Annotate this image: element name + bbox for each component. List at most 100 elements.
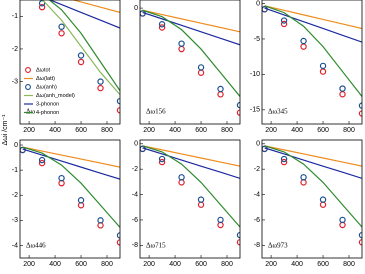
- x-tick-label: 200: [143, 127, 155, 134]
- data-point: [217, 85, 224, 93]
- data-point: [339, 221, 346, 229]
- y-tick-label: -15: [250, 107, 260, 114]
- y-tick-label: -1: [12, 13, 18, 20]
- data-point: [217, 221, 224, 229]
- x-tick-label: 800: [221, 261, 233, 268]
- data-point: [116, 239, 120, 246]
- data-line: [22, 146, 120, 228]
- data-point: [319, 201, 327, 208]
- x-tick-label: 600: [195, 127, 207, 134]
- data-point: [97, 84, 104, 92]
- data-point: [58, 179, 65, 187]
- panel-annotation: Δω973: [268, 242, 288, 250]
- data-point: [116, 107, 120, 114]
- x-tick-label: 800: [343, 127, 355, 134]
- data-point: [158, 21, 166, 28]
- y-tick-label: -2: [132, 166, 138, 173]
- data-line: [48, 0, 120, 92]
- plot-frame: [19, 0, 121, 125]
- x-tick-label: 400: [291, 127, 303, 134]
- data-point: [319, 68, 327, 75]
- data-point: [38, 0, 46, 7]
- data-point: [280, 155, 288, 163]
- data-point: [58, 30, 65, 37]
- data-point: [116, 232, 120, 239]
- y-tick-label: 0: [256, 0, 260, 7]
- data-line: [22, 146, 120, 168]
- y-tick-label: -2: [12, 192, 18, 199]
- data-line: [22, 148, 120, 180]
- data-line: [264, 145, 362, 228]
- data-point: [178, 174, 185, 181]
- y-tick-label: 0: [134, 141, 138, 148]
- data-point: [158, 24, 166, 31]
- legend-marker: [25, 84, 31, 90]
- data-point: [217, 216, 224, 224]
- panel: [140, 9, 240, 116]
- x-tick-label: 600: [75, 261, 87, 268]
- y-tick-label: -4: [132, 191, 138, 198]
- data-line: [142, 9, 240, 33]
- data-point: [300, 43, 307, 50]
- data-point: [38, 3, 46, 11]
- data-line: [142, 9, 240, 97]
- panel-annotation: Δω345: [268, 108, 288, 116]
- data-line: [142, 147, 240, 179]
- plot-frame: [19, 139, 121, 259]
- data-point: [58, 23, 65, 30]
- data-line: [142, 145, 240, 228]
- x-tick-label: 800: [101, 261, 113, 268]
- y-tick-label: -4: [254, 191, 260, 198]
- data-line: [264, 5, 362, 97]
- data-point: [97, 222, 104, 229]
- data-point: [280, 158, 288, 166]
- data-point: [178, 45, 185, 53]
- y-tick-label: -3: [12, 217, 18, 224]
- data-point: [197, 196, 205, 203]
- data-point: [197, 64, 205, 71]
- data-line: [264, 5, 362, 30]
- data-line: [41, 0, 120, 96]
- y-tick-label: 0: [14, 142, 18, 149]
- data-point: [77, 52, 85, 59]
- data-line: [142, 11, 240, 46]
- plot-frame: [139, 0, 241, 125]
- y-tick-label: 0: [134, 5, 138, 12]
- panel: [20, 146, 120, 246]
- legend-label: Δω(anh_model): [36, 93, 75, 99]
- y-tick-label: -6: [254, 217, 260, 224]
- panel-annotation: Δω: [26, 108, 36, 116]
- data-point: [217, 91, 224, 98]
- y-tick-label: -8: [254, 242, 260, 249]
- y-tick-label: -2: [254, 166, 260, 173]
- panel-annotation: Δω446: [26, 242, 46, 250]
- data-point: [116, 97, 120, 105]
- data-point: [280, 20, 288, 28]
- data-point: [178, 40, 185, 47]
- x-tick-label: 600: [195, 261, 207, 268]
- data-point: [319, 62, 327, 70]
- x-tick-label: 400: [169, 127, 181, 134]
- y-tick-label: -1: [12, 167, 18, 174]
- panel-annotation: Δω715: [146, 242, 166, 250]
- data-point: [77, 197, 85, 204]
- data-point: [58, 174, 65, 182]
- y-tick-label: -5: [254, 36, 260, 43]
- data-point: [38, 159, 46, 167]
- y-axis-label: Δωi /cm⁻¹: [2, 114, 9, 146]
- data-point: [300, 174, 307, 181]
- y-tick-label: -4: [12, 242, 18, 249]
- plot-frame: [261, 139, 363, 259]
- data-point: [38, 156, 46, 164]
- data-line: [71, 0, 120, 13]
- x-tick-label: 600: [317, 127, 329, 134]
- data-point: [339, 216, 346, 224]
- x-tick-label: 600: [75, 127, 87, 134]
- panel-annotation: Δω156: [146, 108, 166, 116]
- panel: [140, 145, 240, 246]
- x-tick-label: 200: [23, 127, 35, 134]
- data-point: [77, 202, 85, 209]
- x-tick-label: 200: [23, 261, 35, 268]
- data-point: [280, 17, 288, 24]
